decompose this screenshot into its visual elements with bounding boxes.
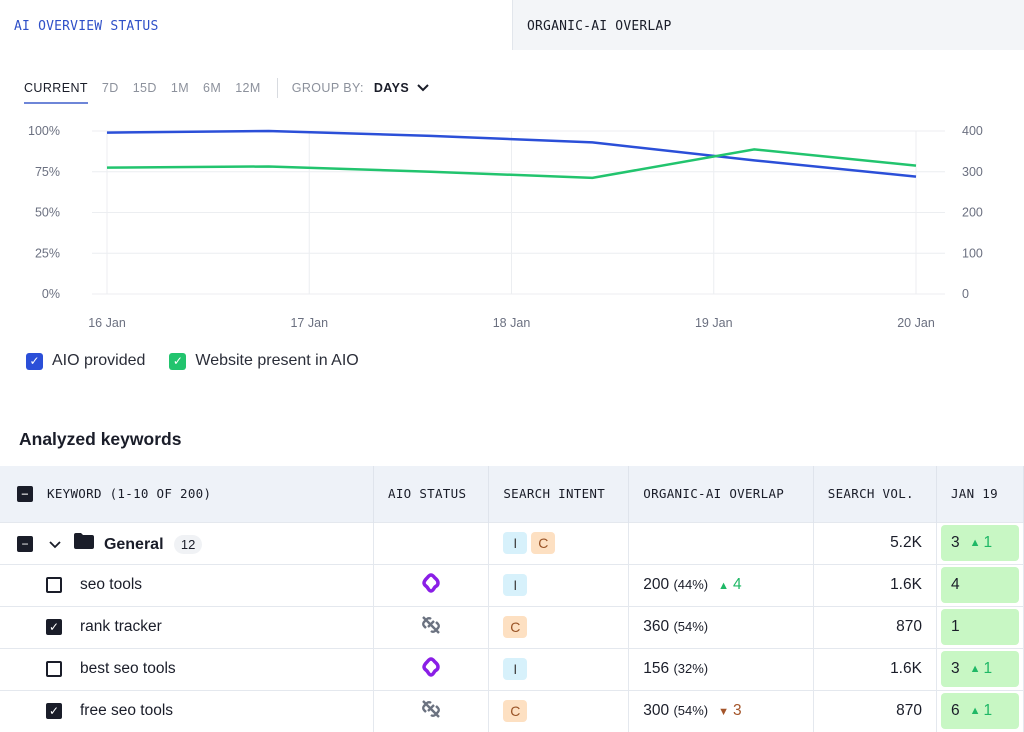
chevron-down-icon[interactable] (417, 81, 429, 95)
rank-change: 1 (983, 702, 992, 720)
row-checkbox[interactable]: ✓ (46, 619, 62, 635)
aio-present-icon (421, 580, 441, 597)
aio-absent-icon (420, 622, 442, 639)
aio-present-icon (421, 664, 441, 681)
volume: 870 (813, 606, 936, 648)
keyword: rank tracker (80, 618, 162, 635)
group-name: General (104, 536, 164, 553)
arrow-up-icon: ▲ (970, 663, 981, 675)
y-tick-left: 75% (35, 165, 60, 179)
period-6m[interactable]: 6M (203, 81, 221, 95)
folder-icon (74, 536, 94, 553)
overlap-pct: (54%) (673, 703, 708, 718)
x-tick: 18 Jan (493, 316, 531, 330)
y-tick-right: 300 (962, 165, 983, 179)
volume: 5.2K (813, 522, 936, 564)
x-tick: 20 Jan (897, 316, 935, 330)
arrow-up-icon: ▲ (718, 580, 729, 592)
col-search-volume[interactable]: SEARCH VOL. (813, 466, 936, 522)
checkbox-checked-icon[interactable]: ✓ (26, 353, 43, 370)
overlap-pct: (44%) (673, 577, 708, 592)
arrow-down-icon: ▼ (718, 706, 729, 718)
legend-label: AIO provided (52, 352, 145, 370)
col-overlap[interactable]: ORGANIC-AI OVERLAP (629, 466, 814, 522)
period-7d[interactable]: 7D (102, 81, 119, 95)
checkbox-checked-icon[interactable]: ✓ (169, 353, 186, 370)
chevron-down-icon[interactable] (49, 536, 61, 553)
rank: 3 (951, 660, 960, 678)
select-all-checkbox[interactable]: − (17, 486, 33, 502)
intent-badge: C (503, 700, 527, 722)
y-tick-left: 50% (35, 206, 60, 220)
y-tick-left: 100% (28, 124, 60, 138)
x-tick: 17 Jan (290, 316, 328, 330)
y-tick-right: 100 (962, 246, 983, 260)
legend-label: Website present in AIO (195, 352, 358, 370)
overlap-pct: (54%) (673, 619, 708, 634)
overlap-value: 360 (643, 618, 669, 635)
section-title: Analyzed keywords (19, 429, 181, 450)
volume: 1.6K (813, 564, 936, 606)
arrow-up-icon: ▲ (970, 537, 981, 549)
overlap-value: 156 (643, 660, 669, 677)
intent-badge: C (531, 532, 555, 554)
overlap-pct: (32%) (673, 661, 708, 676)
group-by-select[interactable]: DAYS (374, 81, 409, 95)
rank: 1 (951, 618, 960, 636)
y-tick-left: 25% (35, 246, 60, 260)
rank: 6 (951, 702, 960, 720)
intent-badge: I (503, 574, 527, 596)
rank: 4 (951, 576, 960, 594)
col-keyword[interactable]: −KEYWORD (1-10 OF 200) (0, 466, 374, 522)
x-tick: 16 Jan (88, 316, 126, 330)
period-12m[interactable]: 12M (235, 81, 261, 95)
period-15d[interactable]: 15D (133, 81, 157, 95)
intent-badge: C (503, 616, 527, 638)
table-row[interactable]: seo tools I 200 (44%) ▲ 4 1.6K 4 (0, 564, 1024, 606)
volume: 1.6K (813, 648, 936, 690)
col-jan19[interactable]: JAN 19 (936, 466, 1023, 522)
period-selector: CURRENT 7D 15D 1M 6M 12M GROUP BY: DAYS (24, 78, 443, 98)
rank-change: 1 (983, 660, 992, 678)
keywords-table: −KEYWORD (1-10 OF 200) AIO STATUS SEARCH… (0, 466, 1024, 732)
col-search-intent[interactable]: SEARCH INTENT (489, 466, 629, 522)
aio-absent-icon (420, 706, 442, 723)
arrow-up-icon: ▲ (970, 705, 981, 717)
tab-organic-ai-overlap[interactable]: ORGANIC-AI OVERLAP (512, 0, 1024, 50)
keyword: seo tools (80, 576, 142, 593)
y-tick-left: 0% (42, 287, 60, 301)
group-checkbox[interactable]: − (17, 536, 33, 552)
x-tick: 19 Jan (695, 316, 733, 330)
overlap-value: 200 (643, 576, 669, 593)
y-tick-right: 400 (962, 124, 983, 138)
period-1m[interactable]: 1M (171, 81, 189, 95)
table-row[interactable]: ✓free seo tools C 300 (54%)▼3 870 6▲1 (0, 690, 1024, 732)
rank-change: 1 (983, 534, 992, 552)
period-current[interactable]: CURRENT (24, 81, 88, 95)
group-by-label: GROUP BY: (292, 81, 364, 95)
rank: 3 (951, 534, 960, 552)
overlap-change: 4 (733, 576, 742, 593)
col-aio-status[interactable]: AIO STATUS (374, 466, 489, 522)
group-count: 12 (174, 535, 202, 554)
table-row[interactable]: best seo tools I 156 (32%) 1.6K 3 ▲1 (0, 648, 1024, 690)
table-row[interactable]: ✓ rank tracker C 360 (54%) 870 1 (0, 606, 1024, 648)
intent-badge: I (503, 658, 527, 680)
legend-website-present[interactable]: ✓ Website present in AIO (169, 352, 358, 370)
volume: 870 (813, 690, 936, 732)
legend-aio-provided[interactable]: ✓ AIO provided (26, 352, 145, 370)
tab-ai-overview-status[interactable]: AI OVERVIEW STATUS (0, 0, 512, 50)
row-checkbox[interactable] (46, 661, 62, 677)
line-chart: 0% 0 25% 100 50% 200 75% 300 100% 400 16 Jan 17 Jan… (0, 110, 1024, 340)
y-tick-right: 200 (962, 206, 983, 220)
intent-badge: I (503, 532, 527, 554)
y-tick-right: 0 (962, 287, 969, 301)
keyword: best seo tools (80, 660, 176, 677)
row-checkbox[interactable] (46, 577, 62, 593)
divider (277, 78, 278, 98)
